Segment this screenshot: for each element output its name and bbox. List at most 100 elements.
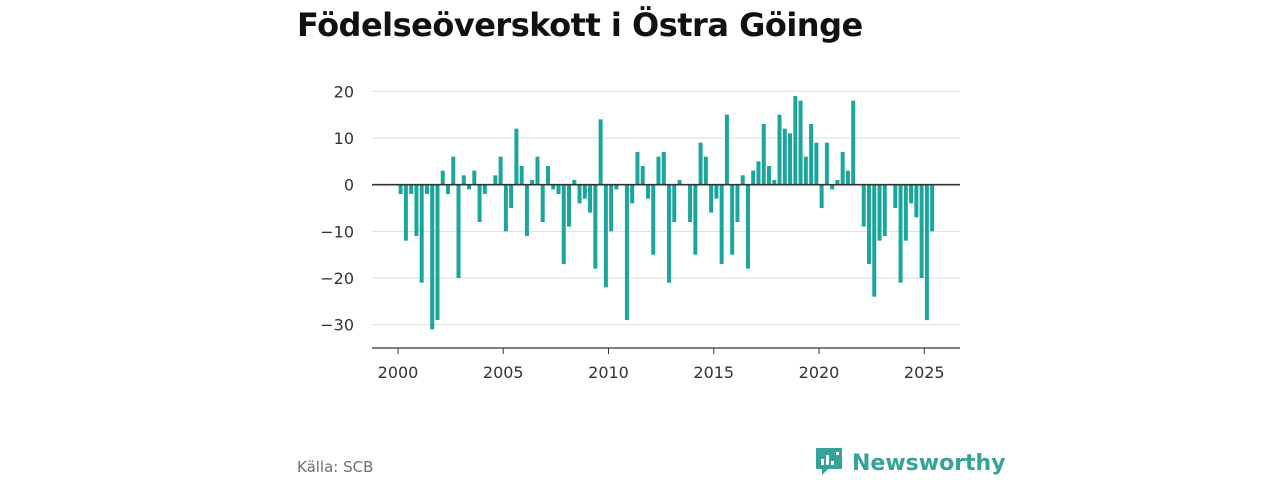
bar: [830, 184, 835, 190]
y-axis-tick-labels: 20 10 0 −10 −20 −30: [320, 82, 354, 334]
bar: [772, 180, 777, 185]
bar: [430, 184, 435, 330]
bar: [930, 184, 935, 232]
bar: [793, 96, 798, 185]
bar-chart-speech-bubble-icon: [814, 446, 844, 480]
bar: [788, 133, 793, 185]
newsworthy-logo[interactable]: Newsworthy: [814, 446, 1006, 480]
bar: [403, 184, 408, 241]
bar: [535, 156, 540, 185]
bar: [924, 184, 929, 320]
bar: [519, 166, 524, 185]
bar: [477, 184, 482, 222]
bar: [845, 170, 850, 185]
bar: [540, 184, 545, 222]
y-tick-label: 10: [334, 129, 354, 148]
bar: [482, 184, 487, 194]
bar: [903, 184, 908, 241]
bar: [651, 184, 656, 255]
bar: [493, 175, 498, 185]
bar: [567, 184, 572, 227]
bar: [645, 184, 650, 199]
bars: [398, 96, 935, 330]
bar: [456, 184, 461, 278]
source-credit: Källa: SCB: [297, 458, 374, 476]
bar: [514, 128, 519, 185]
bar: [635, 152, 640, 185]
bar: [803, 156, 808, 185]
bar: [914, 184, 919, 218]
bar: [677, 180, 682, 185]
bar: [798, 100, 803, 185]
bar: [814, 142, 819, 185]
x-tick-label: 2020: [799, 363, 840, 382]
bar: [467, 184, 472, 190]
bar: [724, 114, 729, 185]
bar: [824, 142, 829, 185]
bar: [782, 128, 787, 185]
bar: [861, 184, 866, 227]
y-tick-label: 20: [334, 82, 354, 101]
bar: [424, 184, 429, 194]
x-tick-label: 2010: [588, 363, 629, 382]
bar: [588, 184, 593, 213]
bar: [440, 170, 445, 185]
bar: [572, 180, 577, 185]
bar: [693, 184, 698, 255]
bar: [719, 184, 724, 264]
bar: [414, 184, 419, 236]
bar: [614, 184, 619, 190]
bar: [835, 180, 840, 185]
bar: [709, 184, 714, 213]
bar: [556, 184, 561, 194]
bar: [840, 152, 845, 185]
bar: [809, 124, 814, 185]
y-tick-label: −20: [320, 269, 354, 288]
bar: [761, 124, 766, 185]
chart-title: Födelseöverskott i Östra Göinge: [297, 6, 863, 44]
bar: [661, 152, 666, 185]
bar: [530, 180, 535, 185]
bar: [767, 166, 772, 185]
bar: [593, 184, 598, 269]
bar: [751, 170, 756, 185]
bar: [667, 184, 672, 283]
bar: [577, 184, 582, 204]
bar: [561, 184, 566, 264]
bar: [409, 184, 414, 194]
bar: [640, 166, 645, 185]
bar: [898, 184, 903, 283]
bar: [851, 100, 856, 185]
bar: [730, 184, 735, 255]
bar: [598, 119, 603, 185]
bar: [551, 184, 556, 190]
bar: [714, 184, 719, 199]
bar: [451, 156, 456, 185]
x-axis-tick-labels: 2000 2005 2010 2015 2020 2025: [378, 348, 945, 382]
x-tick-label: 2015: [693, 363, 734, 382]
bar: [919, 184, 924, 278]
bar: [582, 184, 587, 199]
bar: [688, 184, 693, 222]
bar: [872, 184, 877, 297]
bar: [698, 142, 703, 185]
bar: [461, 175, 466, 185]
bar: [909, 184, 914, 204]
y-tick-label: 0: [344, 176, 354, 195]
bar: [777, 114, 782, 185]
bar: [498, 156, 503, 185]
bar: [435, 184, 440, 320]
y-tick-label: −30: [320, 316, 354, 335]
bar: [819, 184, 824, 208]
bar: [735, 184, 740, 222]
bar: [624, 184, 629, 320]
x-tick-label: 2005: [483, 363, 524, 382]
bar: [509, 184, 514, 208]
bar: [656, 156, 661, 185]
bar: [703, 156, 708, 185]
bar: [503, 184, 508, 232]
bar: [866, 184, 871, 264]
bar: [745, 184, 750, 269]
bar: [472, 170, 477, 185]
